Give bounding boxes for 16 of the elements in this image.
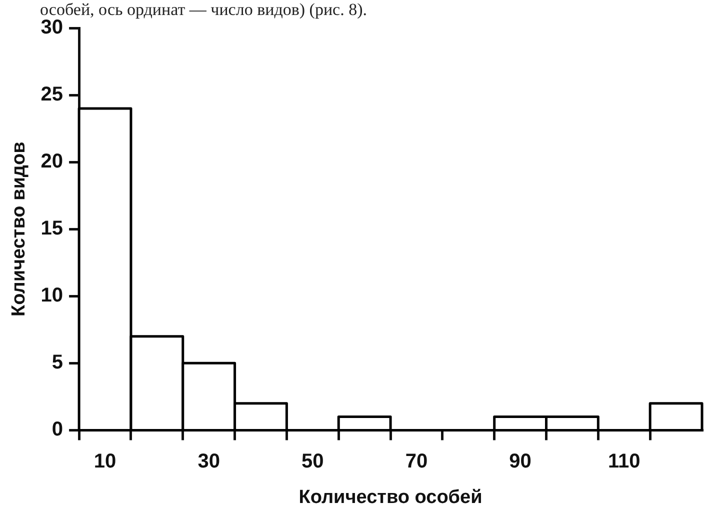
y-tick-label: 20 [40, 150, 64, 173]
x-tick-label: 70 [405, 450, 428, 473]
x-tick-label: 50 [302, 450, 324, 473]
x-tick-label: 90 [509, 450, 532, 473]
y-tick-label: 25 [40, 84, 64, 106]
text: особей, ось ординат — число видов) (рис. 8). [40, 0, 368, 20]
x-tick-label: 10 [94, 450, 116, 473]
y-tick-label: 15 [40, 218, 64, 240]
x-axis-title: Количество особей [298, 486, 482, 508]
y-tick-label: 5 [52, 352, 64, 374]
y-axis-title: Количество видов [8, 142, 30, 316]
y-tick-label: 10 [40, 284, 64, 307]
x-tick-label: 30 [198, 450, 220, 473]
y-tick-label: 0 [52, 418, 64, 441]
x-tick-label: 110 [608, 450, 640, 473]
y-tick-label: 30 [40, 16, 64, 39]
